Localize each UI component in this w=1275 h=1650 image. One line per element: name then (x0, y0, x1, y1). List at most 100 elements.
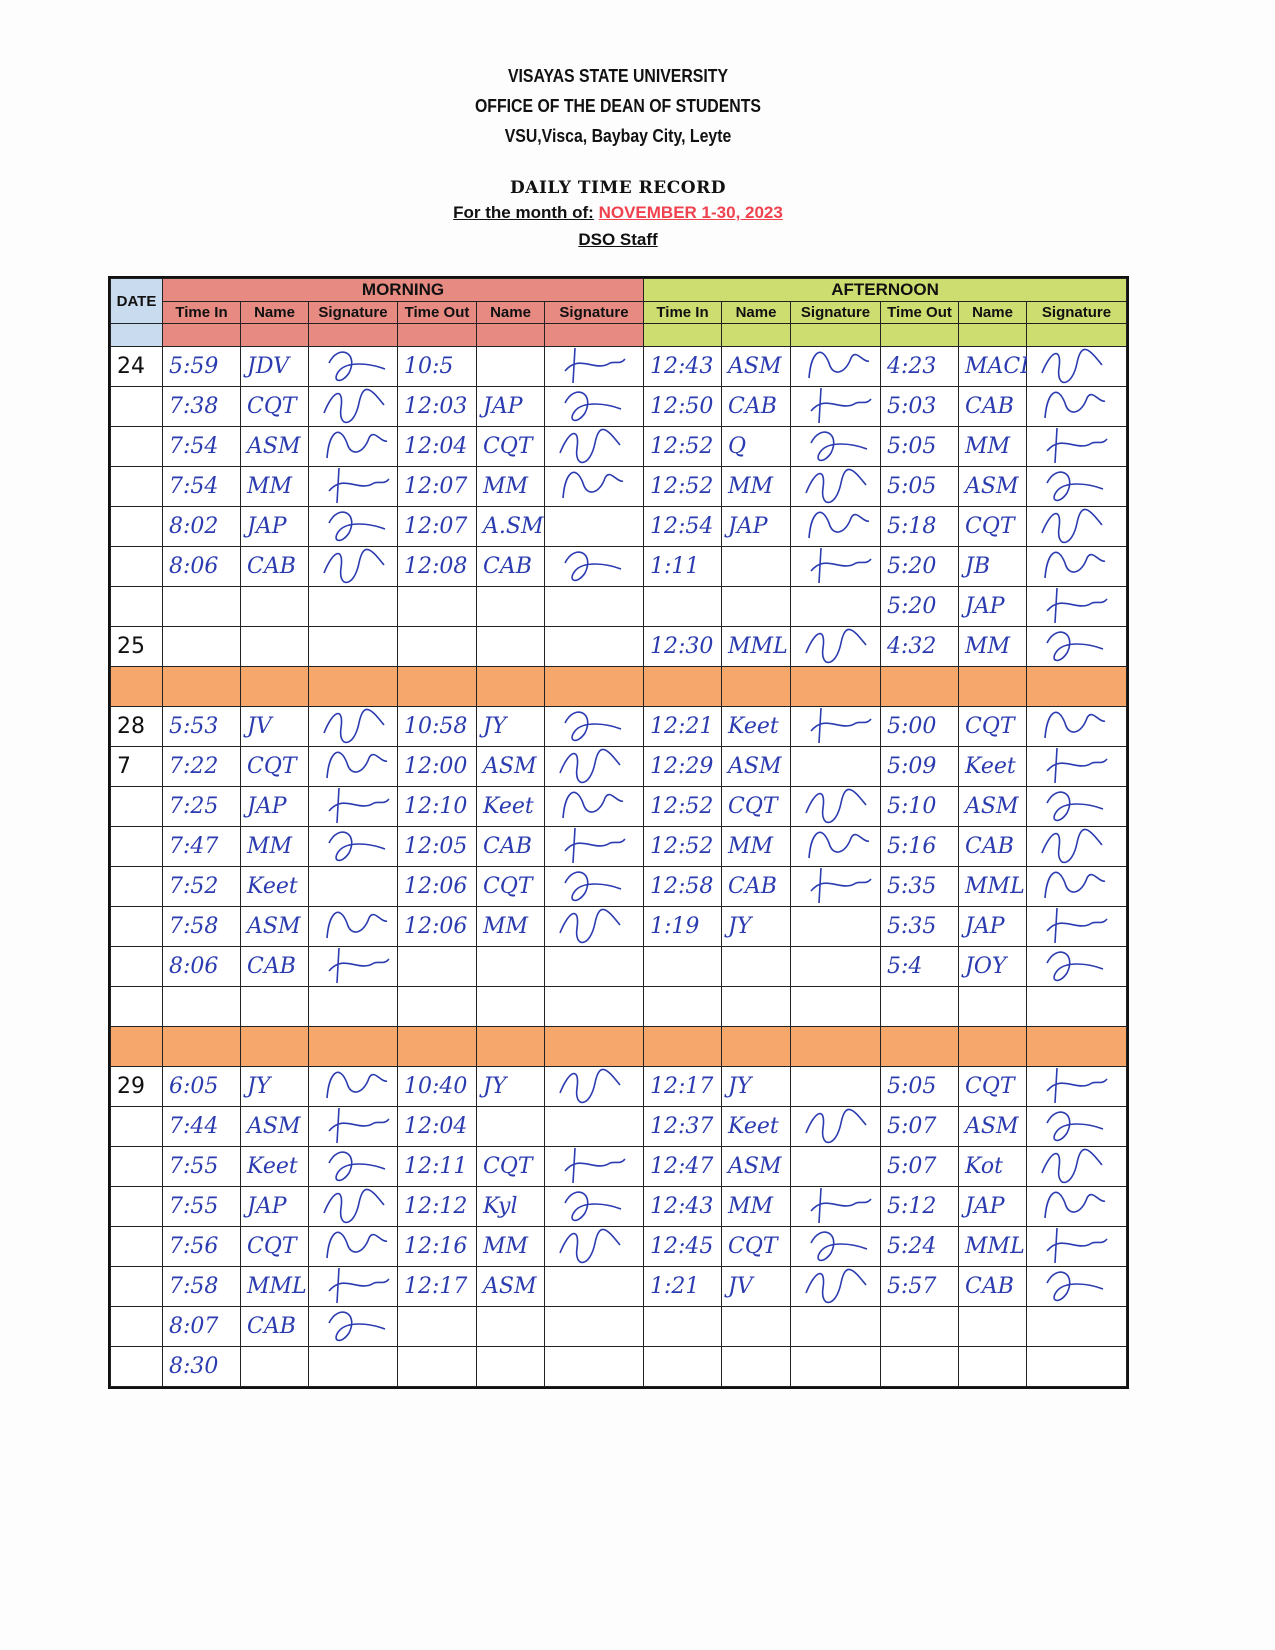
name-cell: CQT (476, 1146, 545, 1187)
time-cell: 5:35 (880, 866, 960, 907)
signature-cell (543, 706, 645, 747)
name-cell (476, 1346, 545, 1387)
signature-mark (323, 388, 385, 424)
table-row: 7:58 MML 12:17 ASM 1:21 JV 5:57 CAB (110, 1266, 1128, 1307)
name-cell: MM (240, 466, 309, 507)
signature-cell (790, 426, 882, 467)
signature-mark (810, 867, 872, 904)
column-header-name: Name (721, 301, 792, 324)
name-cell: CAB (240, 946, 309, 987)
header-blank-cell (1026, 323, 1128, 347)
time-cell: 7:54 (162, 466, 241, 507)
header-blank-cell (790, 323, 882, 347)
signature-mark (559, 908, 621, 944)
date-cell (110, 466, 163, 507)
name-cell (721, 986, 792, 1027)
signature-mark (808, 351, 870, 379)
signature-mark (1041, 348, 1103, 384)
signature-mark (326, 431, 388, 459)
column-header-signature: Signature (1026, 301, 1128, 324)
day-separator-row (110, 666, 1128, 707)
signature-cell (790, 1346, 882, 1387)
time-record-table: DATE MORNING AFTERNOON Time In Name Signat… (107, 276, 1130, 1389)
signature-cell (308, 586, 398, 627)
separator-cell (476, 1026, 545, 1067)
table-row: 8:07 CAB (110, 1306, 1128, 1347)
signature-mark (328, 511, 386, 542)
name-cell (721, 546, 792, 587)
separator-cell (643, 1026, 723, 1067)
time-cell: 12:16 (397, 1226, 477, 1267)
name-cell (476, 1306, 545, 1347)
time-cell (880, 1306, 960, 1347)
signature-cell (308, 386, 398, 427)
name-cell: ASM (240, 1106, 309, 1147)
name-cell: ASM (476, 746, 545, 787)
name-cell: Kot (958, 1146, 1028, 1187)
table-row: 7:55 Keet 12:11 CQT 12:47 ASM 5:07 Kot (110, 1146, 1128, 1187)
separator-cell (240, 1026, 309, 1067)
signature-mark (328, 1107, 390, 1144)
signature-cell (543, 986, 645, 1027)
signature-mark (559, 428, 621, 464)
name-cell (958, 1306, 1028, 1347)
afternoon-header: AFTERNOON (643, 278, 1128, 302)
signature-mark (562, 791, 624, 819)
signature-mark (805, 1268, 867, 1304)
signature-cell (543, 386, 645, 427)
time-cell: 12:21 (643, 706, 723, 747)
signature-mark (1046, 1227, 1108, 1264)
time-cell: 12:06 (397, 906, 477, 947)
signature-cell (308, 1306, 398, 1347)
column-header-signature: Signature (308, 301, 398, 324)
signature-cell (790, 946, 882, 987)
name-cell (958, 1346, 1028, 1387)
separator-cell (958, 1026, 1028, 1067)
separator-cell (308, 666, 398, 707)
signature-cell (543, 626, 645, 667)
signature-cell (543, 426, 645, 467)
time-cell (162, 626, 241, 667)
signature-cell (790, 746, 882, 787)
signature-cell (1026, 1346, 1128, 1387)
signature-mark (326, 1071, 388, 1099)
table-row (110, 986, 1128, 1027)
signature-mark (323, 708, 385, 744)
time-cell: 8:07 (162, 1306, 241, 1347)
name-cell: MM (721, 466, 792, 507)
time-cell: 12:12 (397, 1186, 477, 1227)
name-cell (958, 986, 1028, 1027)
name-cell: JB (958, 546, 1028, 587)
name-cell: CAB (240, 546, 309, 587)
name-cell: MM (240, 826, 309, 867)
time-cell: 5:53 (162, 706, 241, 747)
time-cell (643, 1306, 723, 1347)
time-cell (880, 1346, 960, 1387)
name-cell: JAP (240, 1186, 309, 1227)
signature-cell (308, 506, 398, 547)
name-cell: A.SM (476, 506, 545, 547)
time-cell (162, 586, 241, 627)
signature-mark (564, 1191, 622, 1222)
separator-cell (110, 1026, 163, 1067)
time-cell: 12:52 (643, 786, 723, 827)
signature-cell (1026, 466, 1128, 507)
time-cell: 7:52 (162, 866, 241, 907)
name-cell: JAP (958, 586, 1028, 627)
signature-mark (810, 387, 872, 424)
signature-cell (308, 426, 398, 467)
name-cell: JV (721, 1266, 792, 1307)
time-cell (643, 986, 723, 1027)
signature-cell (308, 1186, 398, 1227)
signature-cell (790, 866, 882, 907)
date-cell (110, 546, 163, 587)
date-cell: 25 (110, 626, 163, 667)
signature-cell (790, 466, 882, 507)
date-cell (110, 1346, 163, 1387)
signature-cell (543, 1306, 645, 1347)
header-blank-cell (476, 323, 545, 347)
time-cell: 8:02 (162, 506, 241, 547)
name-cell: Keet (476, 786, 545, 827)
time-cell: 5:05 (880, 466, 960, 507)
time-cell: 7:47 (162, 826, 241, 867)
